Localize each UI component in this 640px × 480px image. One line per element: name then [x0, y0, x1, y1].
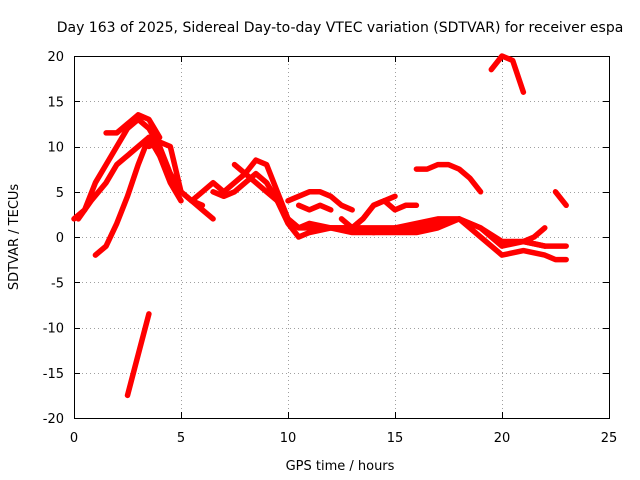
x-tick-label: 5 — [177, 431, 185, 446]
tick-labels: 0 5 10 15 20 25 -20 -15 -10 -5 0 5 10 15 20 — [43, 50, 618, 446]
series-arc-14 — [413, 161, 484, 195]
series-arc-10 — [285, 189, 355, 213]
plot-frame — [74, 56, 610, 419]
grid — [74, 56, 609, 418]
y-tick-label: 0 — [56, 231, 64, 246]
y-tick-label: 15 — [47, 95, 64, 110]
x-tick-label: 10 — [280, 431, 297, 446]
x-axis-label: GPS time / hours — [286, 459, 395, 474]
y-tick-label: -5 — [51, 276, 64, 291]
series-arc-16 — [520, 225, 548, 245]
y-tick-label: 10 — [47, 141, 64, 156]
y-tick-label: 20 — [47, 50, 64, 65]
x-tick-label: 15 — [387, 431, 404, 446]
series-arc-15 — [488, 53, 527, 95]
series-arc-11 — [295, 202, 334, 213]
y-tick-label: -10 — [43, 322, 64, 337]
y-tick-label: 5 — [56, 186, 64, 201]
data-series — [71, 53, 569, 399]
x-tick-label: 25 — [601, 431, 618, 446]
y-tick-label: -20 — [43, 412, 64, 427]
series-arc-5 — [124, 311, 152, 399]
x-tick-label: 20 — [494, 431, 511, 446]
series-arc-8 — [210, 170, 569, 263]
y-axis-label: SDTVAR / TECUs — [7, 184, 22, 291]
chart-title: Day 163 of 2025, Sidereal Day-to-day VTE… — [57, 20, 624, 36]
series-arc-6 — [146, 139, 184, 195]
series-arc-4 — [103, 112, 163, 141]
series-arc-13 — [349, 193, 398, 231]
series-arc-17 — [552, 189, 569, 209]
y-tick-label: -15 — [43, 367, 64, 382]
x-tick-label: 0 — [70, 431, 78, 446]
series-arc-3 — [92, 134, 184, 258]
